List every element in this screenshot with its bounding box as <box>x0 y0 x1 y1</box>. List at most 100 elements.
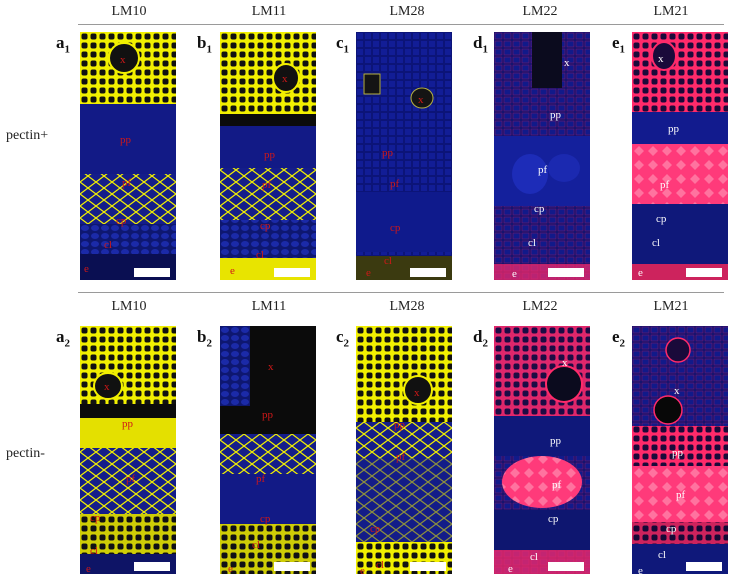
label-pf-b1: pf <box>262 179 272 191</box>
label-pf-c2: pf <box>396 451 406 463</box>
row-label-pectin-plus: pectin+ <box>6 128 49 143</box>
scale-bar-a2 <box>134 562 170 571</box>
micrograph-e1: x pp pf cp cl e <box>632 32 728 280</box>
scale-bar-c2 <box>410 562 446 571</box>
label-e-d1: e <box>512 268 517 280</box>
label-cl-d1: cl <box>528 237 536 249</box>
label-x-d2: x <box>562 357 568 369</box>
label-e-b1: e <box>230 265 235 277</box>
label-pp-a1: pp <box>120 134 132 146</box>
micrograph-c1: x pp pf cp cl e <box>356 32 452 280</box>
scale-bar-c1 <box>410 268 446 277</box>
label-pp-d2: pp <box>550 435 562 447</box>
label-cp-c1: cp <box>390 222 401 234</box>
label-cl-a1: cl <box>104 239 112 251</box>
label-pf-a1: pf <box>122 177 132 189</box>
label-e-e2: e <box>638 565 643 574</box>
label-pp-b2: pp <box>262 409 274 421</box>
label-cp-b1: cp <box>260 220 271 232</box>
col-header-top-lm28: LM28 <box>389 4 425 19</box>
micrograph-a2: x pp pf cp cl e <box>80 326 176 574</box>
label-pp-d1: pp <box>550 109 562 121</box>
label-pf-e1: pf <box>660 179 670 191</box>
label-e-a1: e <box>84 263 89 275</box>
label-pf-a2: pf <box>126 473 136 485</box>
label-pp-e1: pp <box>668 123 680 135</box>
micrograph-c2: x pp pf cp cl e <box>356 326 452 574</box>
panel-label-a2: a2 <box>56 327 70 350</box>
col-header-top-lm11: LM11 <box>251 4 287 19</box>
micrograph-a1: x pp pf cp cl e <box>80 32 176 280</box>
label-x-d1: x <box>564 57 570 69</box>
label-cp-e1: cp <box>656 213 667 225</box>
label-pp-a2: pp <box>122 418 134 430</box>
label-pf-b2: pf <box>256 473 266 485</box>
label-x-e2: x <box>674 385 680 397</box>
label-x-c2: x <box>414 387 420 399</box>
micrograph-b2: x pp pf cp cl e <box>220 326 316 574</box>
col-header-bottom-lm10: LM10 <box>111 299 147 314</box>
row-label-pectin-minus: pectin- <box>6 446 45 461</box>
scale-bar-e2 <box>686 562 722 571</box>
scale-bar-d2 <box>548 562 584 571</box>
scale-bar-b2 <box>274 562 310 571</box>
label-pf-c1: pf <box>390 178 400 190</box>
col-header-bottom-lm22: LM22 <box>522 299 558 314</box>
scale-bar-d1 <box>548 268 584 277</box>
label-e-d2: e <box>508 563 513 574</box>
label-x-b1: x <box>282 73 288 85</box>
label-cl-d2: cl <box>530 551 538 563</box>
col-header-bottom-lm21: LM21 <box>653 299 689 314</box>
label-cl-b1: cl <box>256 249 264 261</box>
label-pp-c2: pp <box>394 419 406 431</box>
label-cl-a2: cl <box>90 545 98 557</box>
panel-label-b2: b2 <box>197 327 212 350</box>
col-header-top-lm22: LM22 <box>522 4 558 19</box>
label-x-e1: x <box>658 53 664 65</box>
col-header-bottom-lm28: LM28 <box>389 299 425 314</box>
panel-label-c2: c2 <box>336 327 350 350</box>
label-e-b2: e <box>228 563 233 574</box>
panel-label-e1: e1 <box>612 33 626 56</box>
label-cl-c1: cl <box>384 255 392 267</box>
label-cp-a2: cp <box>90 512 101 524</box>
label-e-e1: e <box>638 267 643 279</box>
micrograph-e2: x pp pf cp cl e <box>632 326 728 574</box>
label-e-a2: e <box>86 563 91 574</box>
label-pp-b1: pp <box>264 149 276 161</box>
micrograph-d2: x pp pf cp cl e <box>494 326 590 574</box>
panel-label-a1: a1 <box>56 33 70 56</box>
label-cl-e2: cl <box>658 549 666 561</box>
col-header-top-lm21: LM21 <box>653 4 689 19</box>
scale-bar-e1 <box>686 268 722 277</box>
label-e-c1: e <box>366 267 371 279</box>
top-divider <box>78 24 724 25</box>
label-cp-b2: cp <box>260 513 271 525</box>
label-cp-e2: cp <box>666 523 677 535</box>
label-pf-d1: pf <box>538 164 548 176</box>
col-header-top-lm10: LM10 <box>111 4 147 19</box>
scale-bar-a1 <box>134 268 170 277</box>
label-cp-c2: cp <box>370 523 381 535</box>
label-pp-c1: pp <box>382 147 394 159</box>
label-cl-e1: cl <box>652 237 660 249</box>
label-cp-d2: cp <box>548 513 559 525</box>
middle-divider <box>78 292 724 293</box>
label-e-c2: e <box>360 565 365 574</box>
label-cl-b2: cl <box>252 539 260 551</box>
label-pf-e2: pf <box>676 489 686 501</box>
micrograph-d1: x pp pf cp cl e <box>494 32 590 280</box>
label-x-a2: x <box>104 381 110 393</box>
label-x-c1: x <box>418 94 424 106</box>
label-x-a1: x <box>120 54 126 66</box>
panel-label-e2: e2 <box>612 327 626 350</box>
panel-label-b1: b1 <box>197 33 212 56</box>
scale-bar-b1 <box>274 268 310 277</box>
micrograph-b1: x pp pf cp cl e <box>220 32 316 280</box>
panel-label-d2: d2 <box>473 327 488 350</box>
label-x-b2: x <box>268 361 274 373</box>
label-cl-c2: cl <box>376 559 384 571</box>
label-pp-e2: pp <box>672 447 684 459</box>
label-pf-d2: pf <box>552 479 562 491</box>
label-cp-d1: cp <box>534 203 545 215</box>
